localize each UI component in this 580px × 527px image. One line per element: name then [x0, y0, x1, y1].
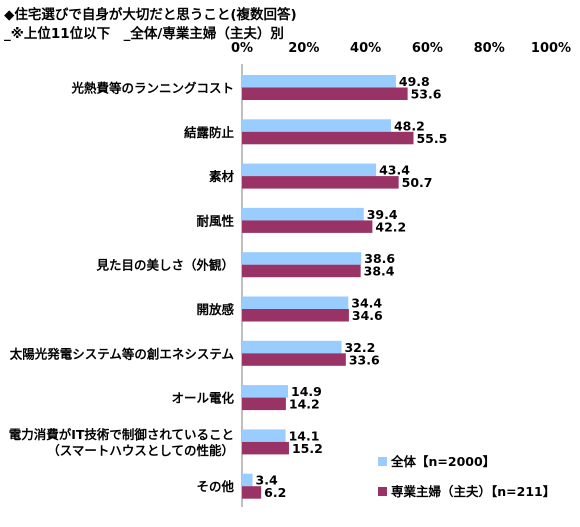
bar-overall — [242, 340, 342, 354]
bar-housewife — [242, 264, 361, 278]
category-label: 太陽光発電システム等の創エネシステム — [10, 346, 235, 361]
x-tick-label: 40% — [350, 41, 381, 56]
bar-housewife — [242, 131, 414, 145]
value-label: 42.2 — [375, 219, 406, 234]
legend-swatch — [378, 487, 387, 496]
bar-housewife — [242, 441, 289, 455]
value-label: 34.4 — [351, 296, 382, 311]
value-label: 43.4 — [379, 163, 410, 178]
legend-swatch — [378, 457, 387, 466]
bar-overall — [242, 296, 349, 309]
legend-label: 全体【n=2000】 — [390, 454, 495, 469]
value-label: 3.4 — [256, 473, 278, 488]
value-label: 14.9 — [291, 384, 322, 399]
bar-housewife — [242, 87, 408, 100]
category-label: 開放感 — [196, 302, 234, 317]
bar-housewife — [242, 220, 373, 233]
x-tick-label: 20% — [288, 41, 319, 56]
value-label: 38.6 — [364, 251, 395, 266]
category-label: その他 — [196, 479, 234, 494]
x-tick-label: 0% — [231, 41, 253, 56]
bar-overall — [242, 252, 362, 265]
bar-housewife — [242, 397, 286, 411]
bar-overall — [242, 473, 253, 487]
value-label: 34.6 — [352, 308, 383, 323]
category-label: 見た目の美しさ（外観） — [95, 258, 234, 273]
x-tick-label: 60% — [412, 41, 443, 56]
category-label: 耐風性 — [196, 213, 234, 228]
value-label: 32.2 — [344, 340, 375, 355]
value-label: 15.2 — [292, 441, 323, 456]
bar-housewife — [242, 309, 349, 322]
legend-label: 専業主婦（主夫）【n=211】 — [391, 484, 555, 499]
bar-housewife — [242, 176, 399, 189]
value-label: 50.7 — [402, 175, 433, 190]
bar-overall — [242, 207, 364, 221]
value-label: 49.8 — [399, 74, 430, 89]
value-label: 38.4 — [364, 264, 395, 279]
category-label: オール電化 — [171, 391, 234, 406]
bar-housewife — [242, 353, 346, 366]
category-label: 電力消費がIT技術で制御されていること — [9, 427, 234, 442]
chart-subtitle: _※上位11位以下 _全体/専業主婦（主夫）別 — [4, 26, 284, 42]
category-label: 結露防止 — [184, 125, 235, 140]
value-label: 39.4 — [367, 207, 398, 222]
chart-title: ◆住宅選びで自身が大切だと思うこと(複数回答) — [4, 7, 297, 23]
category-label: 素材 — [209, 169, 235, 184]
value-label: 14.2 — [289, 397, 320, 412]
value-label: 33.6 — [349, 352, 380, 367]
bar-overall — [242, 429, 286, 442]
value-label: 53.6 — [411, 87, 442, 102]
bar-housewife — [242, 486, 262, 499]
x-tick-label: 80% — [474, 41, 505, 56]
category-label: （スマートハウスとしての性能） — [47, 443, 234, 458]
value-label: 14.1 — [289, 428, 320, 443]
value-label: 55.5 — [416, 131, 447, 146]
bar-overall — [242, 385, 289, 398]
bar-overall — [242, 75, 396, 88]
x-tick-label: 100% — [531, 41, 571, 56]
bar-overall — [242, 163, 377, 177]
value-label: 6.2 — [264, 485, 286, 500]
bar-overall — [242, 119, 391, 132]
value-label: 48.2 — [394, 118, 425, 133]
category-label: 光熱費等のランニングコスト — [70, 81, 234, 96]
